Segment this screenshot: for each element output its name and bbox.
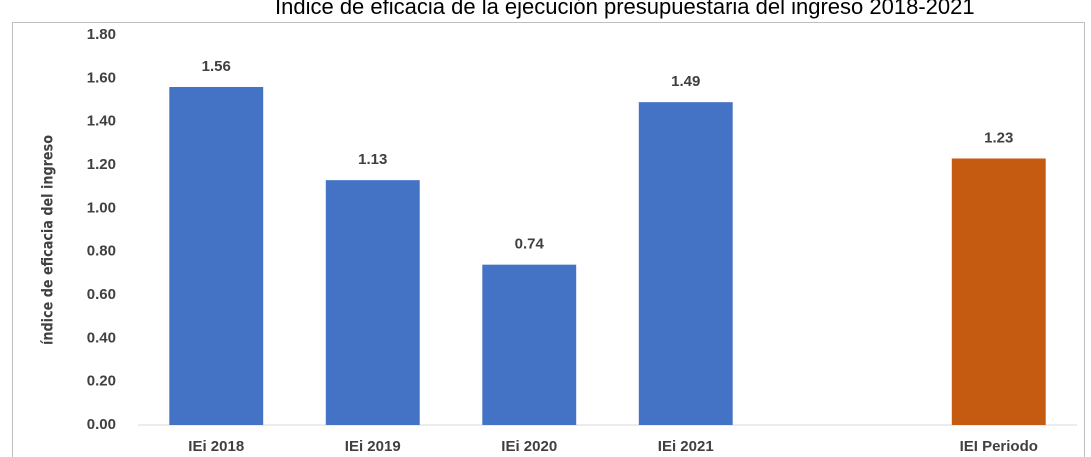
bar — [482, 264, 577, 425]
bar — [325, 180, 420, 425]
y-tick-label: 1.60 — [87, 69, 116, 86]
y-tick-label: 1.80 — [87, 26, 116, 43]
x-tick-label: IEI Periodo — [960, 438, 1038, 455]
value-label: 1.56 — [202, 58, 231, 75]
value-label: 1.23 — [984, 129, 1013, 146]
y-axis-label: índice de eficacia del ingreso — [39, 135, 57, 345]
value-label: 1.49 — [671, 73, 700, 90]
x-tick-label: IEi 2019 — [345, 438, 401, 455]
y-tick-label: 1.40 — [87, 113, 116, 130]
y-tick-label: 0.80 — [87, 243, 116, 260]
y-tick-label: 0.20 — [87, 373, 116, 390]
value-label: 1.13 — [358, 151, 387, 168]
y-tick-label: 1.00 — [87, 199, 116, 216]
x-tick-label: IEi 2021 — [658, 438, 714, 455]
bar — [169, 87, 264, 425]
y-tick-label: 0.60 — [87, 286, 116, 303]
x-tick-label: IEi 2018 — [188, 438, 244, 455]
value-label: 0.74 — [515, 236, 545, 253]
y-tick-label: 0.00 — [87, 416, 116, 433]
y-tick-label: 1.20 — [87, 156, 116, 173]
y-tick-label: 0.40 — [87, 329, 116, 346]
bar — [951, 158, 1046, 425]
chart-title: Índice de eficacia de la ejecución presu… — [275, 0, 975, 19]
bar — [638, 102, 733, 426]
x-tick-label: IEi 2020 — [501, 438, 557, 455]
